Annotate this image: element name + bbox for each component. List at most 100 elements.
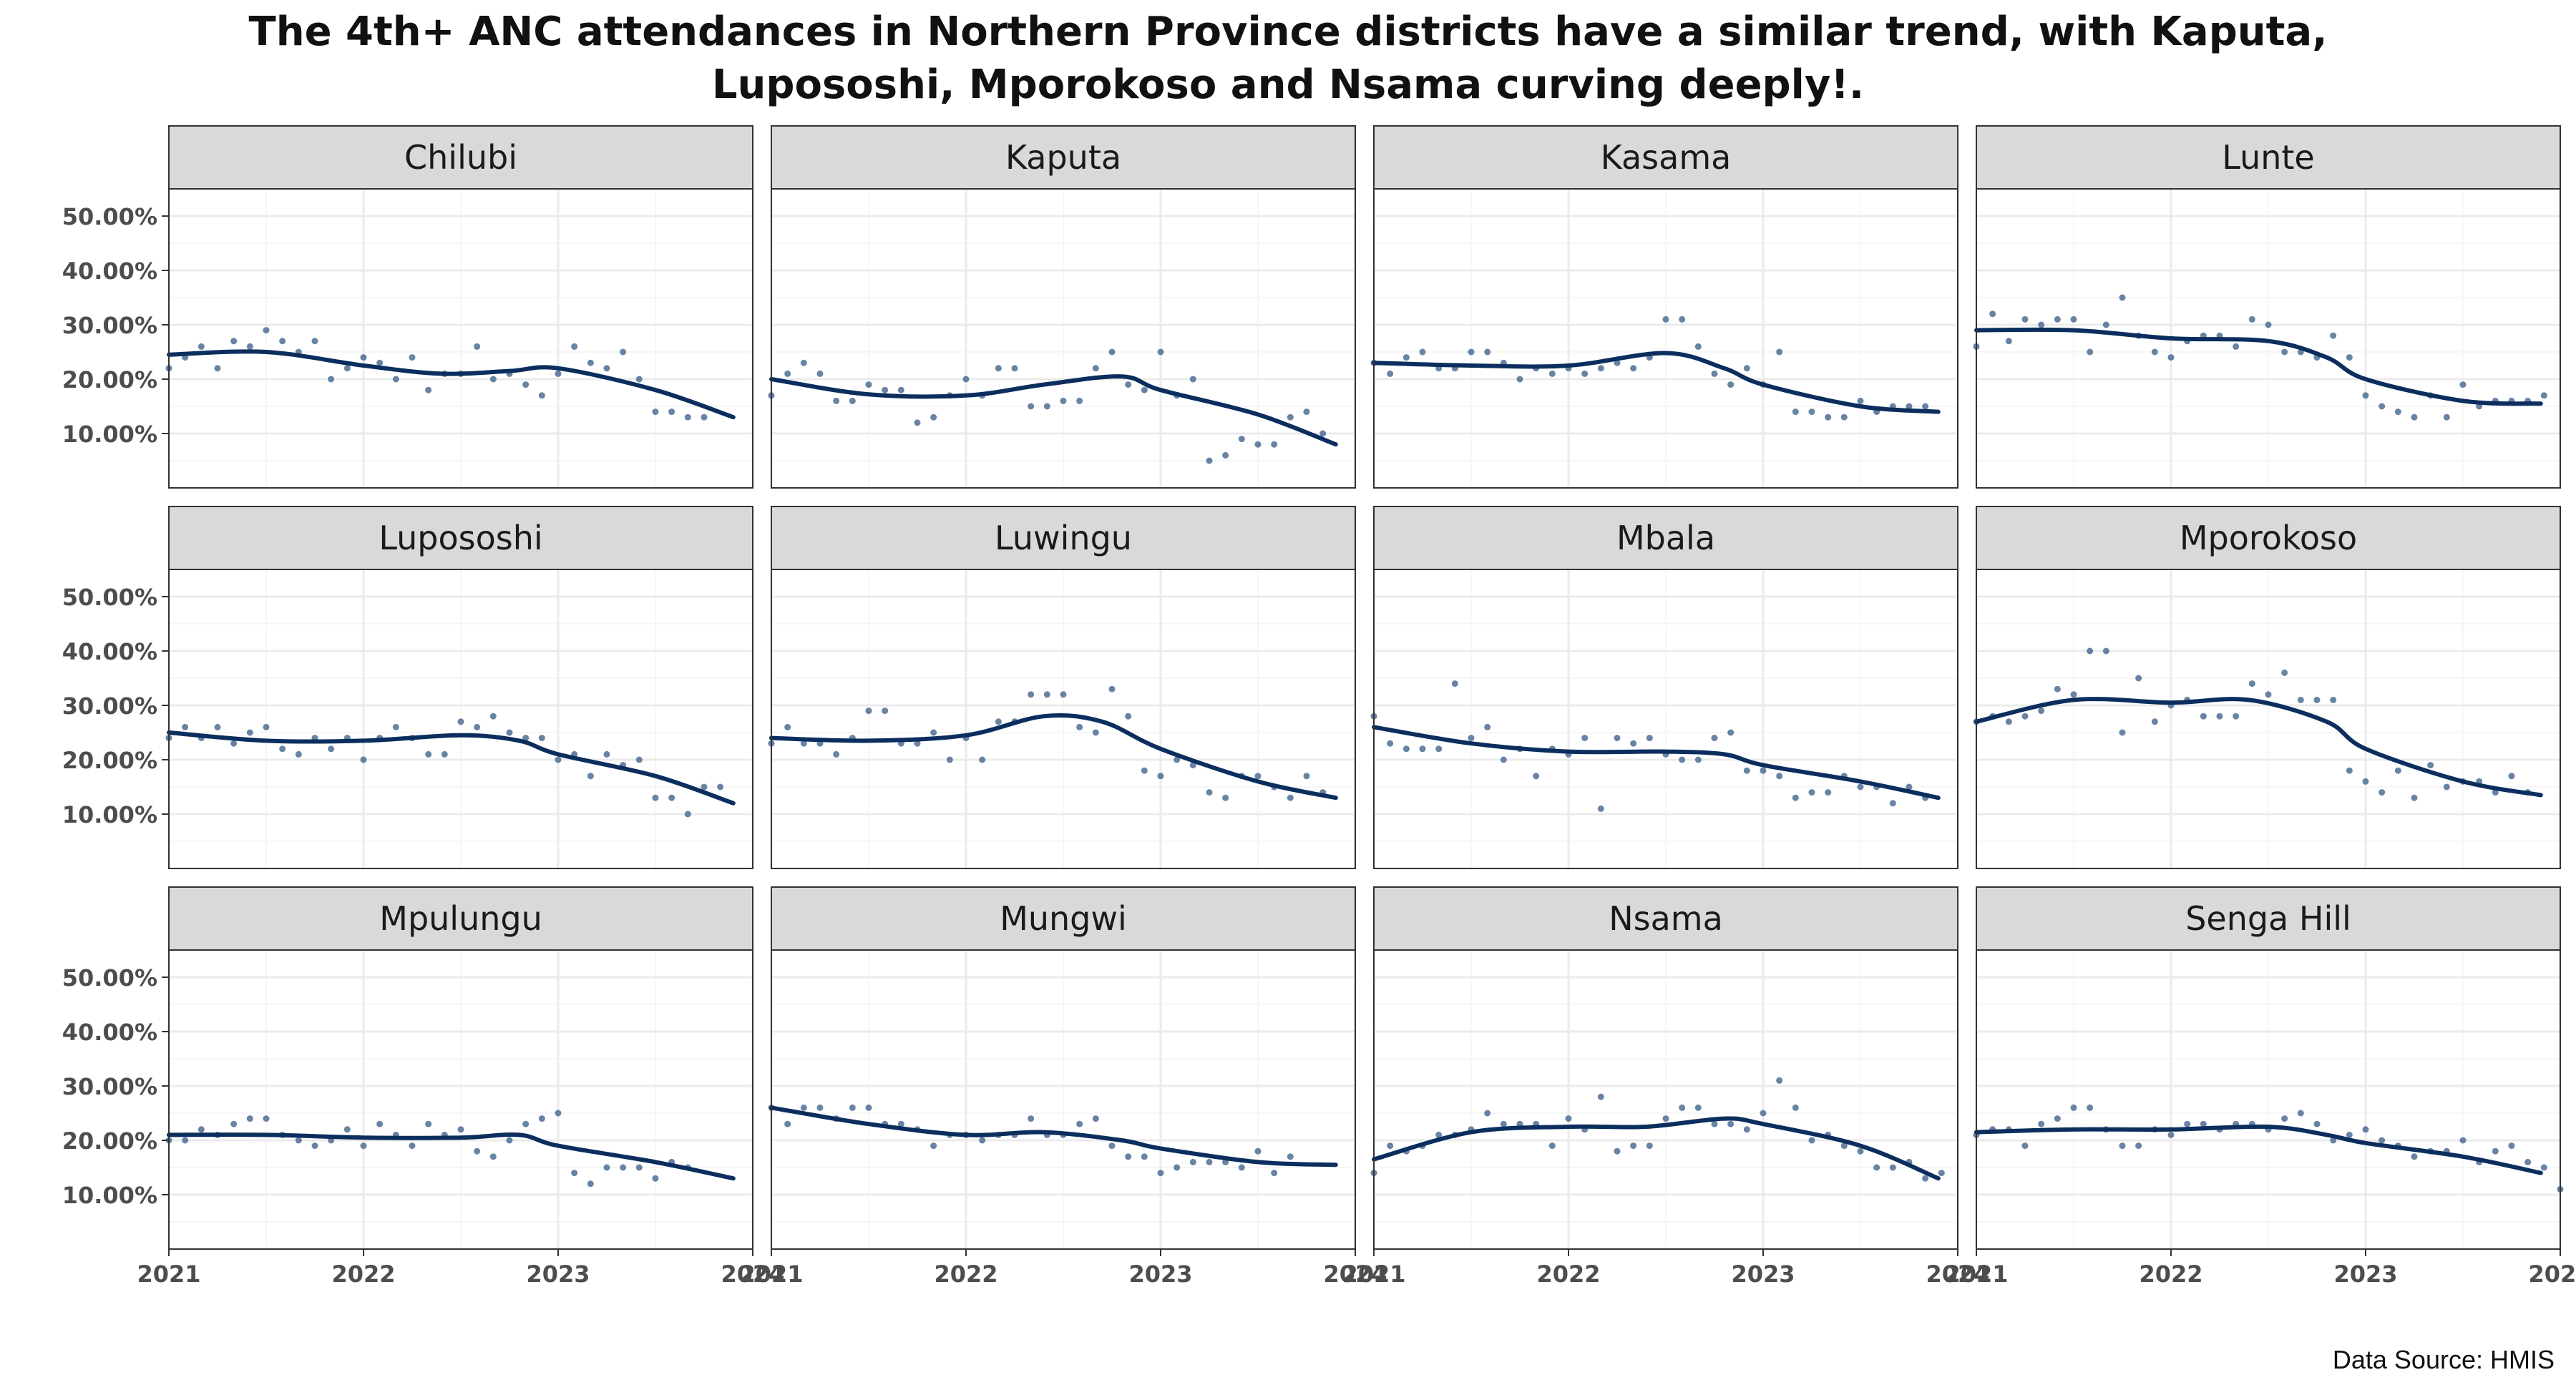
facet-strip [1373, 125, 1958, 190]
facet-label: Mungwi [1000, 899, 1127, 938]
data-point [2200, 713, 2207, 720]
trend-line [1372, 725, 1941, 801]
y-tick-label: 20.00% [62, 1127, 157, 1155]
data-point [2005, 338, 2012, 345]
data-point [2346, 354, 2353, 361]
data-point [800, 740, 807, 747]
data-point [1614, 735, 1621, 742]
data-point [555, 756, 562, 763]
data-point [1776, 773, 1783, 780]
data-point [684, 413, 691, 421]
facet-strip [771, 886, 1356, 951]
data-point [1125, 381, 1132, 388]
chart-title: The 4th+ ANC attendances in Northern Pro… [0, 6, 2576, 112]
data-point [538, 735, 545, 742]
data-point [1387, 370, 1394, 377]
data-point [1402, 745, 1410, 753]
facet-label: Chilubi [404, 138, 517, 177]
data-point [425, 1120, 432, 1127]
data-point [1646, 1142, 1653, 1150]
data-point [784, 1120, 791, 1127]
data-point [784, 723, 791, 730]
facet-strip [1976, 886, 2561, 951]
data-point [930, 1142, 937, 1150]
facet-label: Mpulungu [379, 899, 542, 938]
panel-border [1373, 949, 1958, 1250]
data-point [979, 1137, 986, 1144]
y-tick-label: 50.00% [62, 203, 157, 230]
y-tick-label: 30.00% [62, 692, 157, 720]
data-point [2492, 1147, 2499, 1155]
x-tick-label: 2021 [739, 1261, 803, 1288]
data-point [2379, 789, 2386, 796]
data-point [1141, 386, 1148, 393]
facet-label: Luwingu [995, 519, 1132, 557]
facet-label: Kasama [1601, 138, 1732, 177]
data-point [1387, 740, 1394, 747]
y-tick-label: 40.00% [62, 258, 157, 285]
data-point [2054, 315, 2061, 323]
data-point [1271, 441, 1278, 448]
data-point [833, 397, 840, 404]
data-point [2119, 729, 2126, 736]
data-point [2216, 713, 2223, 720]
data-point [1076, 397, 1083, 404]
data-point [2233, 713, 2240, 720]
data-point [1581, 370, 1589, 377]
data-point [1630, 740, 1637, 747]
y-tick-label: 20.00% [62, 366, 157, 393]
data-point [995, 718, 1002, 725]
data-point [2070, 315, 2077, 323]
data-point [1889, 800, 1896, 807]
data-point [197, 1126, 205, 1133]
data-point [914, 419, 921, 426]
data-point [1614, 1147, 1621, 1155]
data-point [1727, 729, 1735, 736]
data-point [2167, 1131, 2175, 1138]
data-point [489, 376, 497, 383]
data-point [2151, 718, 2158, 725]
data-point [2135, 1142, 2142, 1150]
data-point [995, 365, 1002, 372]
trend-line [1974, 327, 2543, 406]
data-point [2394, 408, 2401, 416]
trend-line [769, 713, 1338, 801]
trend-line [1372, 351, 1941, 414]
data-point [2540, 1164, 2547, 1171]
data-point [946, 756, 953, 763]
data-point [263, 1115, 270, 1122]
data-point [1287, 794, 1294, 801]
data-point [230, 1120, 238, 1127]
data-point [1694, 343, 1702, 350]
data-point [2281, 669, 2288, 676]
data-point [1792, 1104, 1799, 1111]
data-point [343, 1126, 351, 1133]
data-point [360, 1142, 367, 1150]
data-point [1711, 370, 1718, 377]
data-point [1694, 1104, 1702, 1111]
x-tick-label: 2023 [526, 1261, 590, 1288]
data-point [1711, 735, 1718, 742]
data-point [1011, 365, 1018, 372]
data-point [1630, 365, 1637, 372]
data-point [246, 343, 253, 350]
data-point [620, 1164, 627, 1171]
data-point [1206, 457, 1213, 464]
data-point [2038, 708, 2045, 715]
data-point [2297, 1110, 2304, 1117]
data-point [882, 386, 889, 393]
data-point [1174, 756, 1181, 763]
data-point [1157, 348, 1164, 356]
data-point [1548, 1142, 1556, 1150]
data-point [360, 756, 367, 763]
data-point [1776, 348, 1783, 356]
data-point [2200, 1120, 2207, 1127]
data-point [1141, 1153, 1148, 1160]
data-point [652, 408, 659, 416]
data-point [1500, 1120, 1507, 1127]
data-point [360, 354, 367, 361]
data-point [2411, 413, 2418, 421]
data-point [2265, 691, 2272, 698]
x-tick-label: 2022 [2139, 1261, 2202, 1288]
data-point [2184, 1120, 2191, 1127]
